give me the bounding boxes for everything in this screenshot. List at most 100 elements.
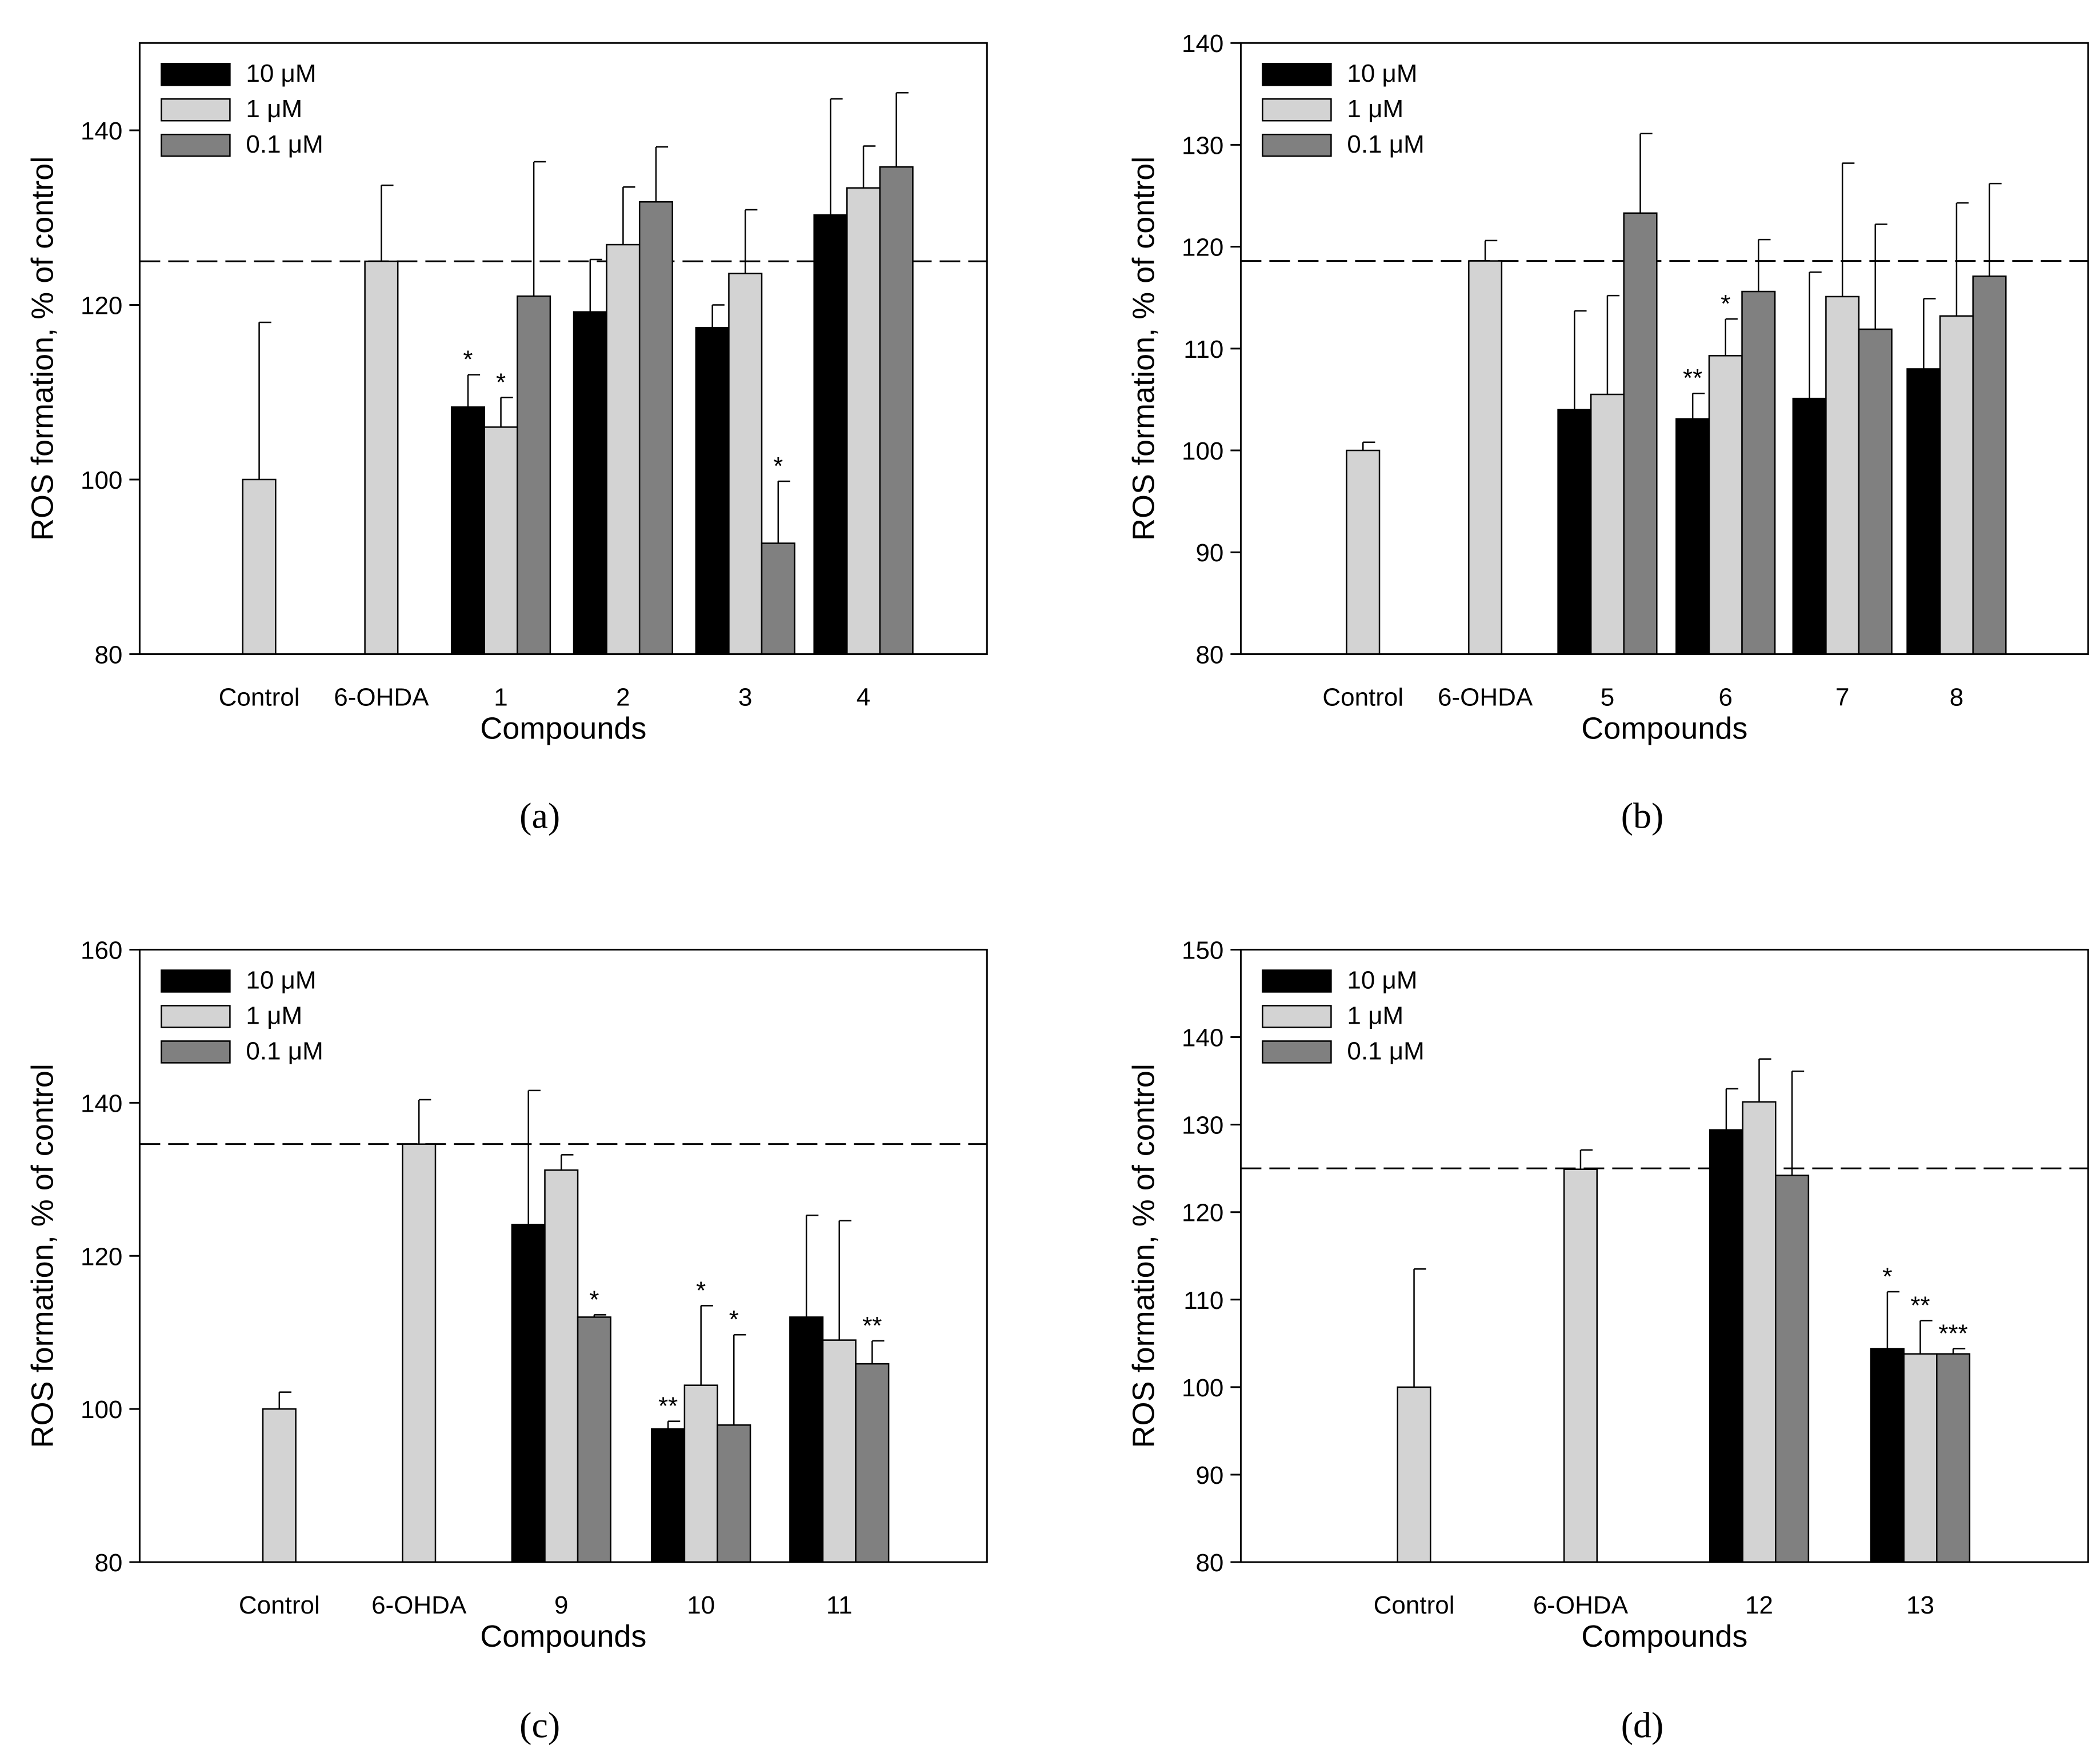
x-tick-label: Control — [1374, 1591, 1455, 1619]
x-tick-label: 6-OHDA — [334, 683, 429, 711]
y-axis-title: ROS formation, % of control — [25, 1064, 59, 1448]
chart-panel-2: Control 6-OHDA 5***6 7 88090100110120130140C… — [1126, 30, 2089, 836]
bar — [695, 326, 730, 655]
x-tick-label: 7 — [1835, 683, 1849, 711]
legend-swatch — [161, 98, 231, 122]
bar — [1708, 355, 1743, 655]
bar — [1936, 1353, 1971, 1563]
legend-label: 10 μM — [1347, 59, 1417, 87]
bar — [1563, 1168, 1598, 1563]
legend-label: 0.1 μM — [1347, 1037, 1424, 1065]
y-tick-label: 90 — [1195, 539, 1223, 567]
bar — [1870, 1348, 1905, 1563]
x-axis-title: Compounds — [1581, 1619, 1747, 1654]
bar — [822, 1339, 857, 1563]
y-tick-label: 100 — [1182, 1374, 1223, 1402]
significance-label: * — [463, 346, 473, 374]
bar — [262, 1408, 297, 1563]
y-tick-label: 110 — [1183, 336, 1223, 364]
x-tick-label: 2 — [616, 683, 630, 711]
y-tick-label: 110 — [1183, 1287, 1223, 1315]
y-tick-label: 140 — [81, 117, 122, 145]
legend-label: 0.1 μM — [246, 130, 323, 158]
legend-label: 1 μM — [246, 95, 302, 123]
bar — [483, 426, 518, 655]
x-axis-title: Compounds — [480, 1619, 646, 1654]
y-tick-label: 100 — [81, 466, 122, 494]
y-axis-title: ROS formation, % of control — [1126, 1064, 1161, 1448]
bar — [1557, 409, 1592, 655]
y-tick-label: 140 — [1182, 30, 1223, 58]
bar — [761, 542, 795, 655]
bar — [1346, 449, 1381, 655]
x-tick-label: 1 — [494, 683, 507, 711]
significance-label: *** — [1938, 1320, 1967, 1348]
bar — [728, 273, 763, 655]
bar — [1775, 1175, 1810, 1563]
x-tick-label: 6-OHDA — [1533, 1591, 1629, 1619]
bar — [517, 295, 551, 655]
plot-frame — [1239, 948, 2089, 1563]
legend-label: 10 μM — [246, 966, 316, 994]
chart-panel-3: Control 6-OHDA*9****10**1180100120140160C… — [25, 936, 988, 1745]
y-tick-label: 120 — [81, 1243, 122, 1271]
legend-swatch — [1262, 133, 1332, 157]
legend-label: 1 μM — [246, 1001, 302, 1029]
bar — [1742, 1101, 1777, 1563]
legend-swatch — [161, 133, 231, 157]
y-tick-label: 130 — [1182, 1112, 1223, 1140]
legend-label: 10 μM — [246, 59, 316, 87]
chart-panel-4: Control 6-OHDA 12******1380901001101201301… — [1126, 936, 2089, 1745]
x-tick-label: 4 — [857, 683, 870, 711]
x-tick-label: 9 — [554, 1591, 568, 1619]
y-tick-label: 120 — [81, 291, 122, 320]
bar — [1623, 212, 1658, 655]
y-tick-label: 100 — [1182, 437, 1223, 465]
bar — [511, 1224, 546, 1563]
bar — [1825, 296, 1860, 655]
y-axis-title: ROS formation, % of control — [25, 157, 59, 541]
significance-label: * — [729, 1305, 739, 1333]
bar — [1903, 1353, 1938, 1563]
bar — [813, 214, 848, 655]
y-tick-label: 130 — [1182, 131, 1223, 159]
x-tick-label: 12 — [1745, 1591, 1773, 1619]
x-tick-label: Control — [1322, 683, 1403, 711]
x-tick-label: 6-OHDA — [1438, 683, 1533, 711]
legend-swatch — [1262, 98, 1332, 122]
legend-label: 1 μM — [1347, 95, 1403, 123]
bar — [1675, 418, 1710, 655]
y-tick-label: 160 — [81, 936, 122, 964]
x-tick-label: 13 — [1906, 1591, 1934, 1619]
legend-swatch — [1262, 1040, 1332, 1064]
y-tick-label: 80 — [94, 1549, 122, 1577]
legend-label: 1 μM — [1347, 1001, 1403, 1029]
legend-swatch — [161, 1040, 231, 1064]
significance-label: * — [1882, 1263, 1892, 1291]
bar — [1468, 260, 1503, 655]
bar — [855, 1363, 890, 1563]
x-axis-title: Compounds — [480, 711, 646, 745]
legend-label: 10 μM — [1347, 966, 1417, 994]
x-tick-label: 11 — [826, 1591, 853, 1619]
significance-label: * — [589, 1285, 599, 1313]
panel-label: (d) — [1621, 1704, 1664, 1745]
y-tick-label: 90 — [1195, 1461, 1223, 1490]
significance-label: ** — [658, 1392, 678, 1420]
bar — [1792, 397, 1827, 655]
plot-frame — [138, 42, 988, 655]
bar — [1906, 368, 1941, 655]
panel-label: (c) — [519, 1704, 560, 1745]
legend-swatch — [1262, 1005, 1332, 1028]
chart-panel-1: Control 6-OHDA * * 1 2 * 3 4 80 100 120 140 Compounds… — [25, 42, 988, 836]
x-tick-label: 10 — [687, 1591, 715, 1619]
legend-swatch — [161, 1005, 231, 1028]
y-tick-label: 120 — [1182, 1199, 1223, 1227]
y-tick-label: 80 — [94, 641, 122, 669]
legend-swatch — [161, 969, 231, 993]
x-axis-title: Compounds — [1581, 711, 1747, 745]
x-tick-label: 6-OHDA — [371, 1591, 467, 1619]
bar — [1858, 328, 1893, 655]
bar — [846, 187, 881, 655]
bar — [651, 1428, 686, 1563]
